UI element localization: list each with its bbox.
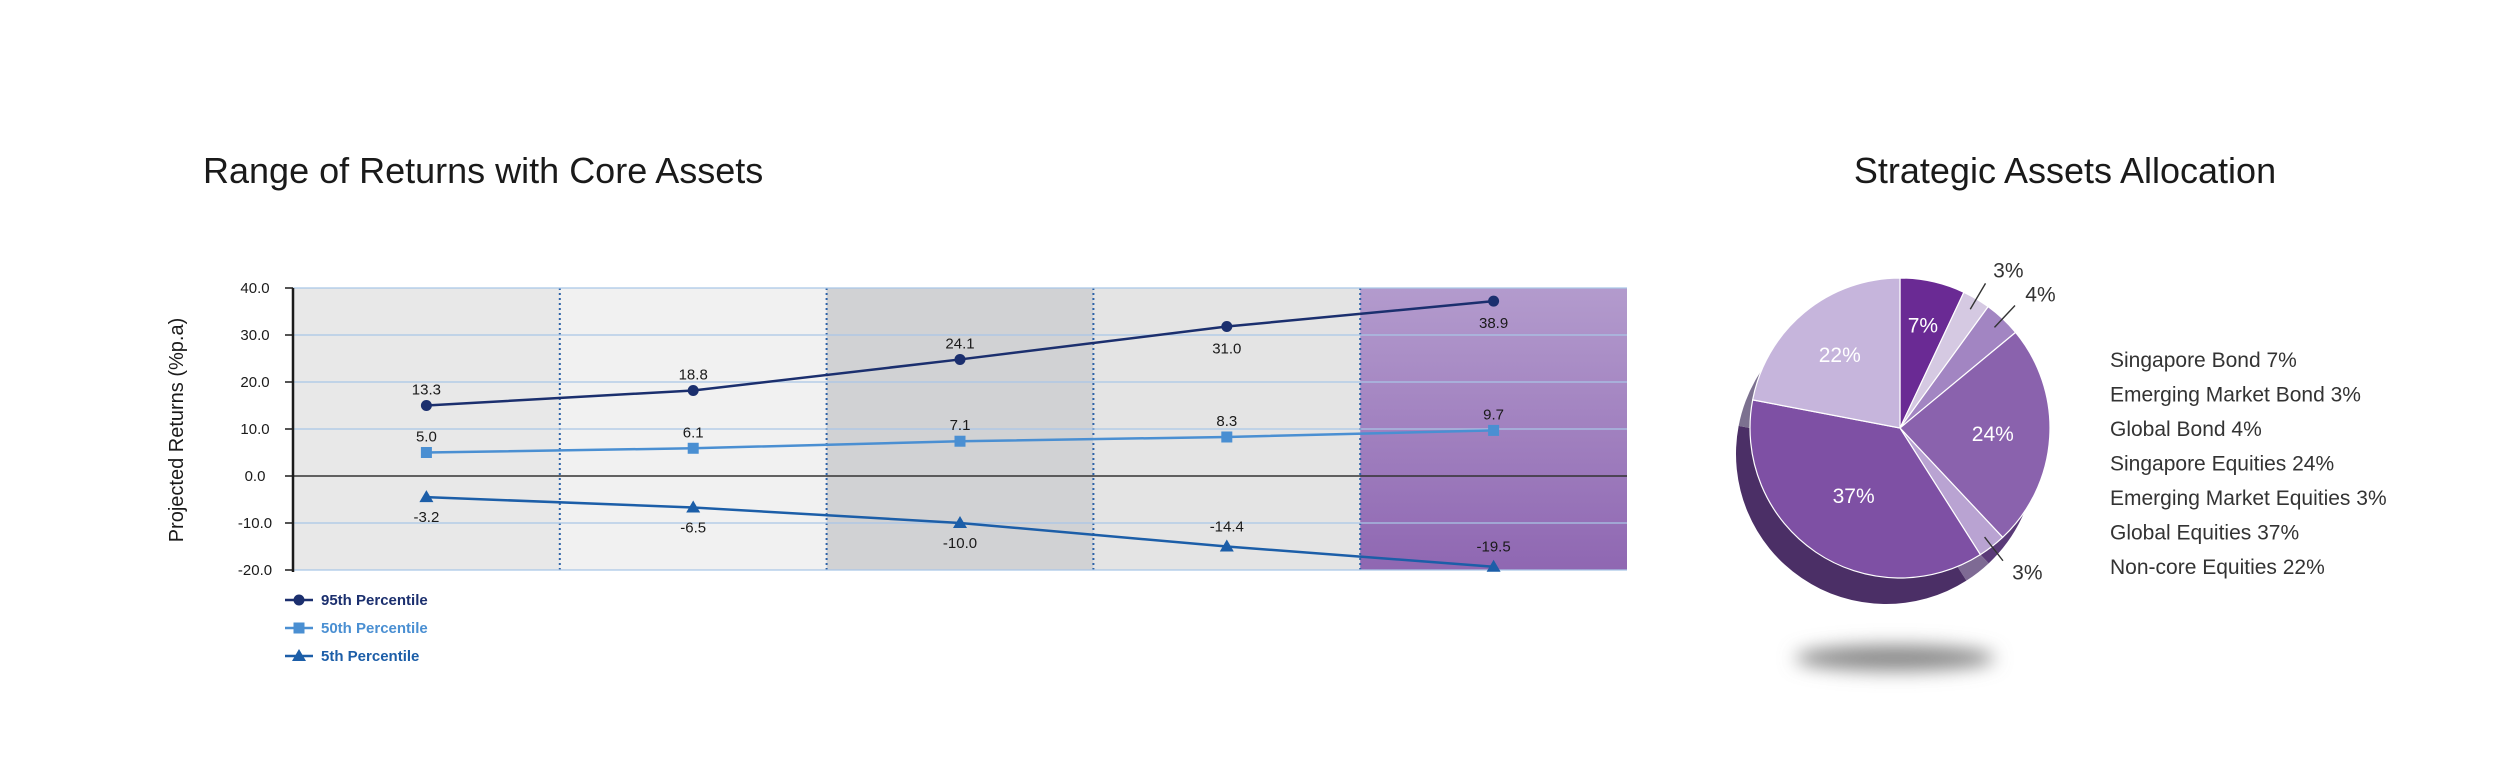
- data-point: [420, 400, 432, 411]
- data-label: -19.5: [1476, 539, 1510, 556]
- pie-chart-title: Strategic Assets Allocation: [1854, 150, 2276, 191]
- pie-slice: [1751, 277, 1901, 429]
- legend-marker: [293, 594, 305, 606]
- pie-legend-item: Global Bond 4%: [2110, 418, 2262, 441]
- pie-legend-item: Non-core Equities 22%: [2110, 556, 2325, 579]
- data-point: [1488, 424, 1500, 436]
- data-label: -6.5: [680, 519, 706, 536]
- data-point: [420, 447, 432, 458]
- data-label: 6.1: [683, 424, 704, 441]
- data-label: -3.2: [413, 509, 439, 526]
- data-label: -14.4: [1210, 519, 1244, 536]
- data-label: 9.7: [1483, 406, 1504, 423]
- y-tick-label: 10.0: [240, 421, 269, 438]
- pie-slice: [1749, 399, 1982, 579]
- data-point: [953, 516, 967, 528]
- pie-legend-item: Emerging Market Equities 3%: [2110, 487, 2387, 510]
- slice-label: 7%: [1908, 315, 1938, 338]
- data-point: [1221, 321, 1233, 333]
- data-point: [954, 435, 966, 447]
- pie-chart: 7%3%4%24%3%37%22% Singapore Bond 7%Emergi…: [1736, 259, 2387, 671]
- y-tick-label: 0.0: [245, 468, 266, 485]
- data-point: [687, 384, 699, 396]
- legend-label: 95th Percentile: [321, 592, 428, 609]
- pie-legend-item: Global Equities 37%: [2110, 522, 2299, 545]
- legend-item: 5th Percentile: [285, 648, 419, 665]
- slice-label: 3%: [2012, 562, 2042, 585]
- y-tick-label: -20.0: [238, 562, 272, 579]
- legend-label: 5th Percentile: [321, 648, 419, 665]
- leader-line: [1969, 283, 1987, 310]
- line-chart: 40.0 30.0 20.0 10.0 0.0 -10.0 -20.0 Projected R…: [166, 280, 1627, 665]
- leader-line: [1993, 305, 2016, 328]
- data-point: [954, 353, 966, 365]
- y-tick-label: 30.0: [240, 327, 269, 344]
- legend-label: 50th Percentile: [321, 620, 428, 637]
- pie-legend-item: Singapore Equities 24%: [2110, 453, 2334, 476]
- data-point: [686, 500, 701, 513]
- pie-legend-item: Singapore Bond 7%: [2110, 349, 2297, 372]
- data-point: [1488, 295, 1500, 307]
- pie-shadow: [1795, 645, 1995, 671]
- legend-marker: [293, 622, 305, 634]
- slice-label: 24%: [1972, 423, 2014, 446]
- series-50th-percentile: 5.0 6.1 7.1 8.3 9.7: [416, 406, 1504, 458]
- y-tick-label: -10.0: [238, 515, 272, 532]
- data-point: [687, 442, 699, 454]
- slice-label: 3%: [1993, 259, 2023, 282]
- data-point: [419, 490, 434, 503]
- data-label: 38.9: [1479, 315, 1508, 332]
- data-point: [1486, 559, 1501, 572]
- data-label: 8.3: [1216, 413, 1237, 430]
- data-point: [1221, 431, 1233, 443]
- legend-item: 50th Percentile: [285, 620, 428, 637]
- slice-label: 37%: [1833, 485, 1875, 508]
- data-label: 24.1: [945, 335, 974, 352]
- slice-label: 22%: [1819, 344, 1861, 367]
- pie-legend-item: Emerging Market Bond 3%: [2110, 384, 2361, 407]
- data-label: 5.0: [416, 429, 437, 446]
- data-label: 31.0: [1212, 341, 1241, 358]
- slice-label: 4%: [2025, 284, 2055, 307]
- data-label: 18.8: [679, 366, 708, 383]
- line-chart-title: Range of Returns with Core Assets: [203, 150, 763, 191]
- legend-marker: [292, 649, 306, 661]
- data-label: 13.3: [412, 382, 441, 399]
- series-5th-percentile: -3.2 -6.5 -10.0 -14.4 -19.5: [413, 490, 1511, 572]
- y-tick-label: 20.0: [240, 374, 269, 391]
- series-95th-percentile: 13.3 18.8 24.1 31.0 38.9: [412, 295, 1508, 411]
- data-point: [1219, 539, 1234, 552]
- data-label: 7.1: [950, 417, 971, 434]
- legend-item: 95th Percentile: [285, 592, 428, 609]
- y-tick-label: 40.0: [240, 280, 269, 297]
- y-axis-label: Projected Returns (%p.a): [166, 318, 188, 543]
- data-label: -10.0: [943, 535, 977, 552]
- pie-slice: [1899, 331, 2051, 539]
- leader-line: [1984, 536, 2004, 562]
